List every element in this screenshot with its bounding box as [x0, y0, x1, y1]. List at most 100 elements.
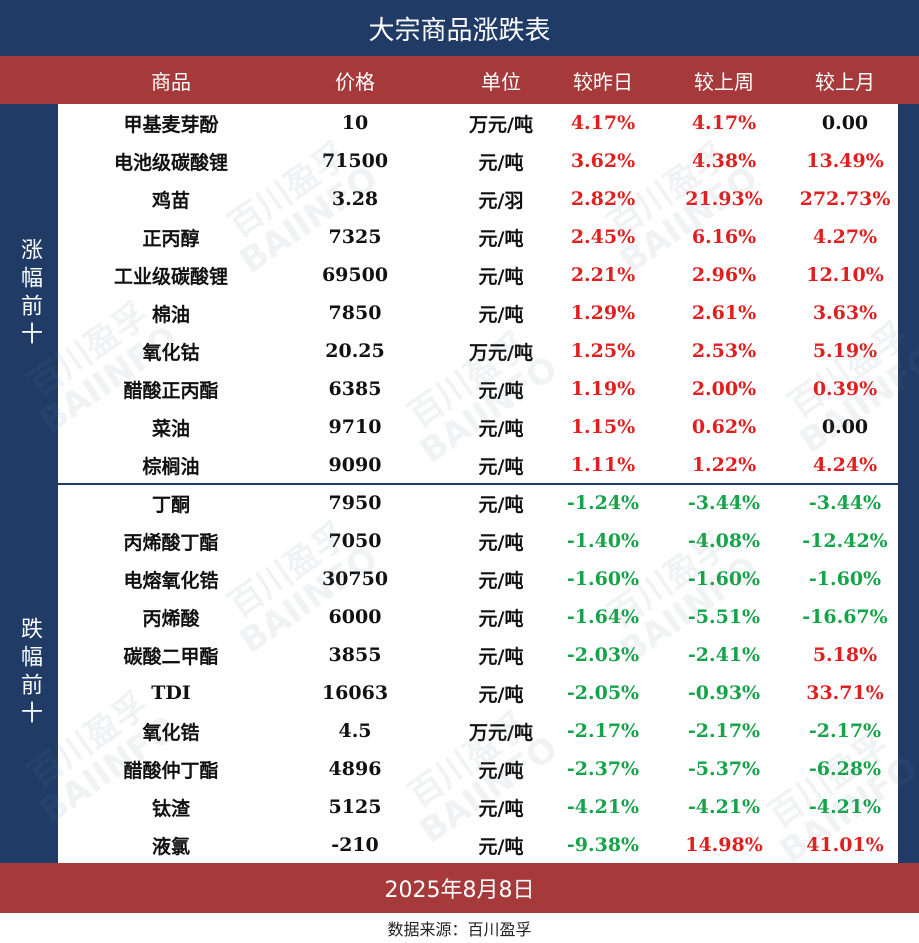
change-vs-last-month: 272.73% — [799, 188, 891, 210]
column-header-price: 价格 — [335, 69, 375, 94]
change-vs-last-month: -12.42% — [802, 530, 888, 552]
commodity-unit: 万元/吨 — [469, 113, 533, 136]
table-row: 正丙醇 7325 元/吨 2.45% 6.16% 4.27% — [58, 218, 898, 256]
table-row: 丙烯酸丁酯 7050 元/吨 -1.40% -4.08% -12.42% — [58, 522, 898, 560]
commodity-unit: 元/吨 — [478, 151, 524, 174]
commodity-unit: 元/吨 — [478, 417, 524, 440]
change-vs-last-month: 33.71% — [806, 682, 884, 704]
change-vs-yesterday: 1.19% — [570, 378, 636, 400]
commodity-table-body: 甲基麦芽酚 10 万元/吨 4.17% 4.17% 0.00 电池级碳酸锂 71500 元/吨 3… — [58, 104, 898, 864]
change-vs-last-week: 6.16% — [691, 226, 757, 248]
change-vs-last-week: 2.53% — [691, 340, 757, 362]
commodity-price: 16063 — [321, 682, 389, 704]
commodity-name: 氧化锆 — [142, 721, 200, 744]
change-vs-last-week: 2.96% — [691, 264, 757, 286]
change-vs-yesterday: 2.21% — [570, 264, 636, 286]
commodity-name: 醋酸正丙酯 — [123, 379, 219, 402]
table-row: 液氯 -210 元/吨 -9.38% 14.98% 41.01% — [58, 826, 898, 864]
commodity-price: 4.5 — [338, 720, 372, 742]
change-vs-last-week: -5.37% — [687, 758, 761, 780]
commodity-price: 3855 — [328, 644, 382, 666]
commodity-unit: 元/吨 — [478, 683, 524, 706]
group-label-top-losers: 跌幅前十 — [0, 483, 58, 863]
change-vs-last-week: -5.51% — [687, 606, 761, 628]
commodity-unit: 元/吨 — [478, 645, 524, 668]
commodity-name: 棕榈油 — [142, 455, 200, 478]
change-vs-yesterday: -2.03% — [566, 644, 640, 666]
change-vs-yesterday: -4.21% — [566, 796, 640, 818]
table-row: 醋酸正丙酯 6385 元/吨 1.19% 2.00% 0.39% — [58, 370, 898, 408]
commodity-name: 工业级碳酸锂 — [113, 265, 228, 288]
commodity-name: 鸡苗 — [151, 189, 190, 212]
commodity-price: 6000 — [328, 606, 382, 628]
table-row: 棉油 7850 元/吨 1.29% 2.61% 3.63% — [58, 294, 898, 332]
commodity-price: 5125 — [328, 796, 382, 818]
change-vs-last-week: -4.08% — [687, 530, 761, 552]
commodity-unit: 元/吨 — [478, 531, 524, 554]
change-vs-last-month: -6.28% — [808, 758, 882, 780]
change-vs-last-week: 21.93% — [685, 188, 763, 210]
commodity-name: 菜油 — [151, 417, 190, 440]
commodity-unit: 元/吨 — [478, 797, 524, 820]
commodity-name: 钛渣 — [151, 797, 190, 820]
commodity-unit: 元/吨 — [478, 265, 524, 288]
report-date: 2025年8月8日 — [0, 863, 919, 913]
table-row: 电池级碳酸锂 71500 元/吨 3.62% 4.38% 13.49% — [58, 142, 898, 180]
change-vs-last-month: 41.01% — [806, 834, 884, 856]
change-vs-last-week: -4.21% — [687, 796, 761, 818]
group-divider — [58, 483, 898, 485]
table-row: 丁酮 7950 元/吨 -1.24% -3.44% -3.44% — [58, 484, 898, 522]
change-vs-last-week: 1.22% — [691, 454, 757, 476]
table-row: TDI 16063 元/吨 -2.05% -0.93% 33.71% — [58, 674, 898, 712]
commodity-name: 液氯 — [151, 835, 190, 858]
commodity-unit: 元/羽 — [478, 189, 524, 212]
change-vs-last-week: -3.44% — [687, 492, 761, 514]
commodity-unit: 万元/吨 — [469, 721, 533, 744]
commodity-price: 9090 — [328, 454, 382, 476]
commodity-price: 69500 — [321, 264, 389, 286]
commodity-name: 电熔氧化锆 — [123, 569, 219, 592]
group-label-top-gainers: 涨幅前十 — [0, 104, 58, 483]
column-header-vs-last-month: 较上月 — [815, 69, 875, 94]
change-vs-last-month: -2.17% — [808, 720, 882, 742]
commodity-name: 氧化钴 — [142, 341, 200, 364]
change-vs-yesterday: 4.17% — [570, 112, 636, 134]
commodity-price: 7325 — [328, 226, 382, 248]
commodity-unit: 元/吨 — [478, 379, 524, 402]
table-row: 醋酸仲丁酯 4896 元/吨 -2.37% -5.37% -6.28% — [58, 750, 898, 788]
column-header-commodity: 商品 — [151, 69, 191, 94]
commodity-unit: 元/吨 — [478, 759, 524, 782]
change-vs-last-week: 14.98% — [685, 834, 763, 856]
change-vs-last-month: 0.39% — [812, 378, 878, 400]
change-vs-last-week: -0.93% — [687, 682, 761, 704]
column-header-vs-yesterday: 较昨日 — [573, 69, 633, 94]
change-vs-last-week: -2.41% — [687, 644, 761, 666]
table-row: 菜油 9710 元/吨 1.15% 0.62% 0.00 — [58, 408, 898, 446]
change-vs-last-month: -16.67% — [802, 606, 888, 628]
change-vs-last-month: 12.10% — [806, 264, 884, 286]
column-header-unit: 单位 — [481, 69, 521, 94]
commodity-price: 10 — [341, 112, 369, 134]
commodity-price: 20.25 — [325, 340, 385, 362]
commodity-name: 电池级碳酸锂 — [113, 151, 228, 174]
change-vs-last-month: -1.60% — [808, 568, 882, 590]
change-vs-last-week: 4.17% — [691, 112, 757, 134]
change-vs-yesterday: -1.64% — [566, 606, 640, 628]
commodity-name: 碳酸二甲酯 — [123, 645, 219, 668]
change-vs-last-week: 0.62% — [691, 416, 757, 438]
commodity-name: 丁酮 — [151, 493, 190, 516]
table-row: 甲基麦芽酚 10 万元/吨 4.17% 4.17% 0.00 — [58, 104, 898, 142]
change-vs-last-month: 13.49% — [806, 150, 884, 172]
change-vs-last-month: -3.44% — [808, 492, 882, 514]
commodity-name: 丙烯酸 — [142, 607, 200, 630]
right-border-strip — [898, 104, 919, 863]
change-vs-yesterday: -1.24% — [566, 492, 640, 514]
change-vs-yesterday: -2.17% — [566, 720, 640, 742]
change-vs-yesterday: 2.45% — [570, 226, 636, 248]
commodity-unit: 元/吨 — [478, 569, 524, 592]
change-vs-yesterday: -1.60% — [566, 568, 640, 590]
change-vs-last-week: -2.17% — [687, 720, 761, 742]
commodity-name: 丙烯酸丁酯 — [123, 531, 219, 554]
change-vs-last-month: 4.27% — [812, 226, 878, 248]
commodity-name: 甲基麦芽酚 — [123, 113, 219, 136]
